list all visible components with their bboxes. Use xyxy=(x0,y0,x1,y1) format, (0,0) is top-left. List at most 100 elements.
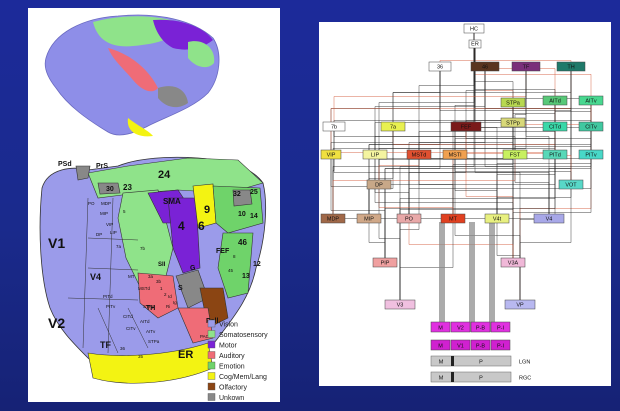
region-label: PITd xyxy=(103,294,113,299)
area-box xyxy=(320,213,346,224)
legend-label: Olfactory xyxy=(219,385,248,392)
area-label: ER xyxy=(471,42,479,48)
connection-wire xyxy=(548,126,592,219)
area-label: V3 xyxy=(397,303,404,309)
area-box xyxy=(504,299,536,310)
region-label: AITv xyxy=(146,329,156,334)
region-label: 30 xyxy=(106,186,114,193)
area-box xyxy=(442,149,468,160)
region-label: PAC xyxy=(200,334,210,339)
area-box xyxy=(406,149,432,160)
area-box xyxy=(463,23,485,34)
legend-swatch xyxy=(207,393,216,401)
region-label: 12 xyxy=(253,261,261,268)
area-label: PIP xyxy=(381,261,390,267)
connection-wire xyxy=(368,154,556,219)
area-box xyxy=(578,95,604,106)
legend: Vision Somatosensory Motor Auditory Emotion C… xyxy=(207,319,268,402)
connection-wire xyxy=(454,154,521,305)
region-label: Ig xyxy=(173,300,177,305)
region-label: PITv xyxy=(106,304,116,309)
area-label: MDP xyxy=(327,217,340,223)
area-label: 36 xyxy=(437,65,443,71)
area-label: TF xyxy=(523,65,530,71)
area-label: HC xyxy=(470,27,478,33)
area-label: STPp xyxy=(506,121,520,127)
connection-wire xyxy=(330,154,386,263)
region-label: CITv xyxy=(126,326,136,331)
region-label: 24 xyxy=(158,169,171,181)
area-box xyxy=(578,149,604,160)
area-box xyxy=(484,213,510,224)
region-label: AITd xyxy=(140,319,150,324)
area-box xyxy=(500,257,526,268)
region-label: 8 xyxy=(233,254,236,259)
area-box xyxy=(502,149,528,160)
stack-box xyxy=(490,321,511,333)
area-box xyxy=(542,121,568,132)
area-box xyxy=(500,117,526,128)
region-label: 3a xyxy=(148,274,154,279)
region-label: LIP xyxy=(110,230,117,235)
legend-swatch xyxy=(207,351,216,359)
connection-wire xyxy=(514,154,550,219)
connection-wire xyxy=(454,154,498,219)
region-label: DP xyxy=(96,232,102,237)
area-box xyxy=(384,299,416,310)
legend-swatch xyxy=(207,330,216,338)
region-label: CITd xyxy=(123,314,133,319)
legend-swatch xyxy=(207,372,216,380)
region-label: V2 xyxy=(48,315,65,331)
connection-wire xyxy=(439,66,556,155)
connection-wire xyxy=(474,44,556,127)
region-label: 4 xyxy=(178,219,185,233)
row-p: P xyxy=(479,376,483,382)
region-label: MT xyxy=(128,274,135,279)
legend-swatch xyxy=(207,319,216,328)
connection-wire xyxy=(399,154,420,305)
area-box xyxy=(533,213,565,224)
region-label: 3b xyxy=(156,279,162,284)
area-label: MIP xyxy=(364,217,374,223)
region-label: G xyxy=(190,265,196,272)
area-box xyxy=(470,61,500,72)
hierarchy-svg: HC ER 36 46 TF TH STPa AITd AITv 7b 7a FEF STPp CITd C… xyxy=(320,23,604,383)
area-box xyxy=(362,149,388,160)
connection-wire xyxy=(333,66,527,127)
legend-label: Cog/Mem/Lang xyxy=(219,374,267,381)
area-box xyxy=(428,61,452,72)
area-box xyxy=(380,121,406,132)
row-p: P xyxy=(479,360,483,366)
legend-label: Unkown xyxy=(219,395,244,402)
row-label: RGC xyxy=(519,376,531,382)
area-label: 7b xyxy=(331,125,337,131)
row-bar xyxy=(430,371,512,383)
connection-wire xyxy=(570,100,592,185)
region-label: SII xyxy=(158,262,166,268)
region-label: ER xyxy=(178,349,193,361)
connection-wire xyxy=(484,66,514,103)
region-label: SMA xyxy=(163,197,181,206)
area-box xyxy=(558,179,584,190)
area-label: CITd xyxy=(549,125,561,131)
connection-wire xyxy=(408,126,467,219)
region-label: 23 xyxy=(123,183,132,192)
region-label: 5 xyxy=(123,209,126,214)
row-divider xyxy=(451,372,454,382)
stack-label: P-B xyxy=(476,326,486,332)
connection-wire xyxy=(519,184,572,305)
lgn-row: M P LGN xyxy=(430,355,530,367)
region-label: FEF xyxy=(216,248,230,255)
connection-wire xyxy=(418,154,454,219)
connection-wire xyxy=(378,184,454,219)
area-label: AITv xyxy=(585,99,597,105)
area-label: PITd xyxy=(549,153,561,159)
stack-label: M xyxy=(438,326,443,332)
connection-wire xyxy=(384,154,556,263)
region-label: V1 xyxy=(48,235,65,251)
stack-label: V2 xyxy=(457,326,464,332)
region-label: PO xyxy=(88,201,95,206)
row-divider xyxy=(451,356,454,366)
area-label: LIP xyxy=(371,153,380,159)
